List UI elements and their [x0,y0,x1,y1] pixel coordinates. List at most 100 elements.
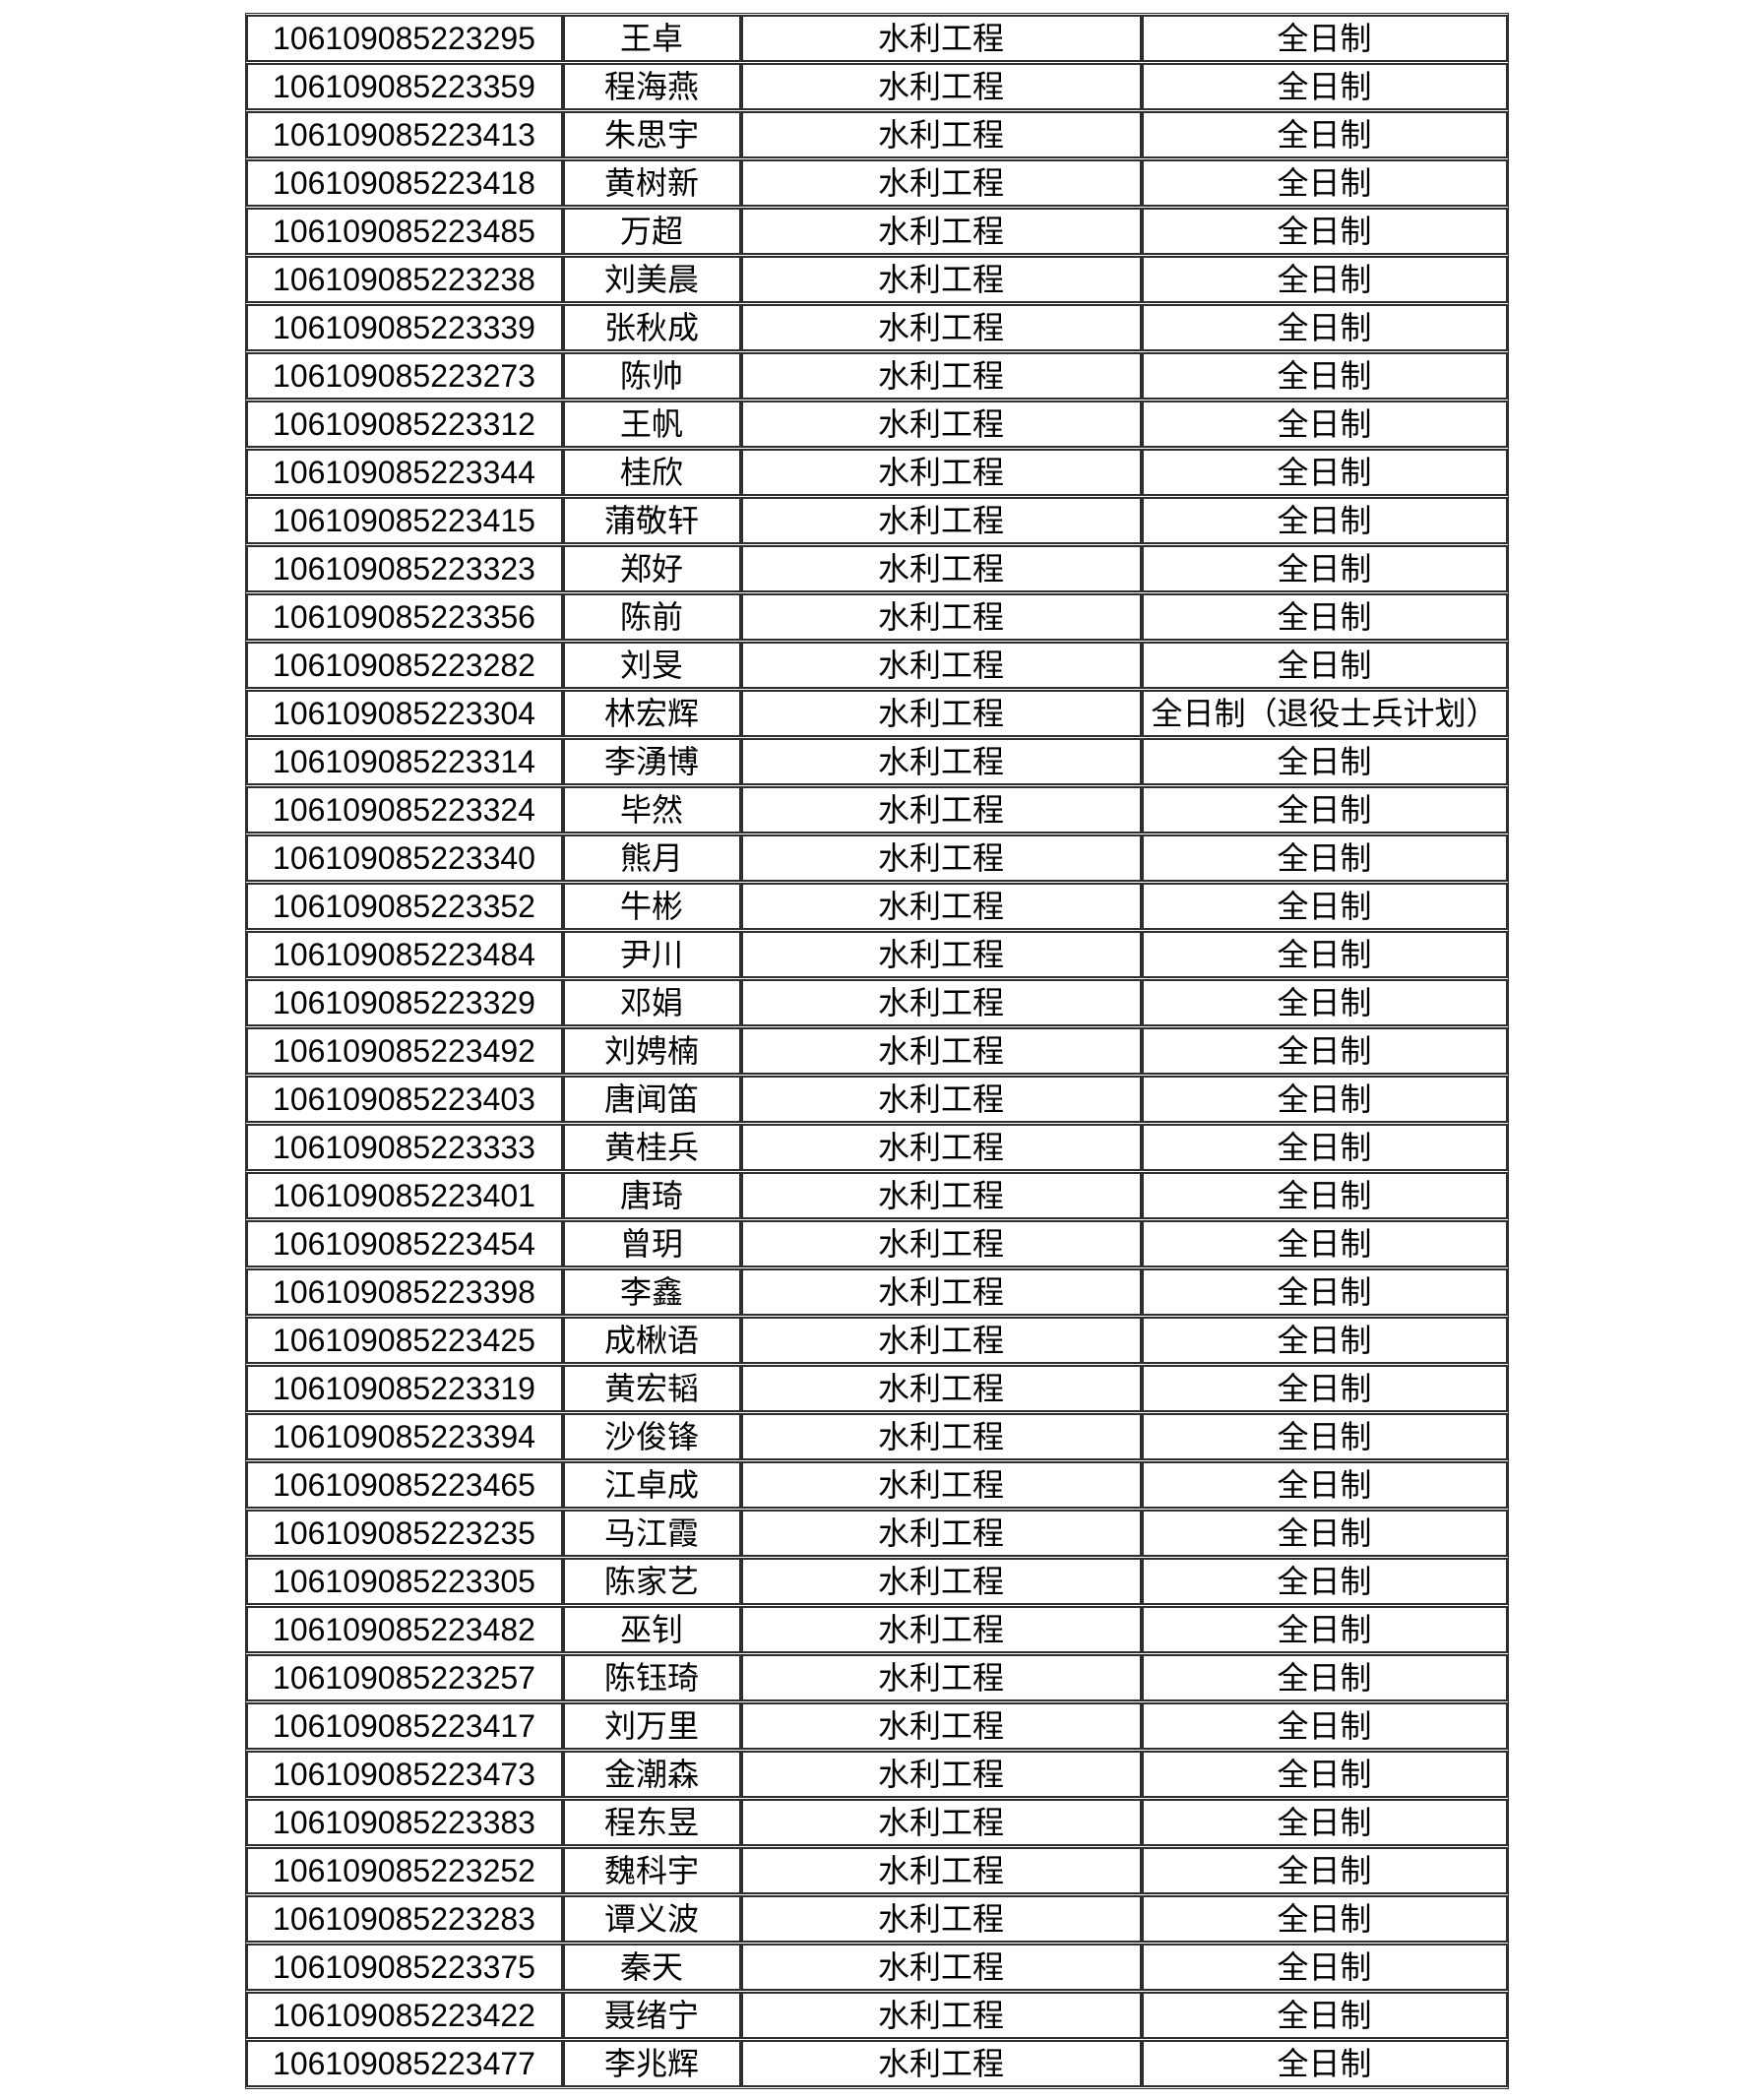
candidate-name-cell: 黄树新 [562,159,741,207]
table-row: 106109085223324 毕然 水利工程 全日制 [245,786,1508,834]
table-row: 106109085223485 万超 水利工程 全日制 [245,208,1508,255]
exam-id-cell: 106109085223304 [245,690,563,737]
table-row: 106109085223352 牛彬 水利工程 全日制 [245,883,1508,930]
major-cell: 水利工程 [740,1027,1142,1075]
major-cell: 水利工程 [740,1220,1142,1267]
candidate-name-cell: 陈前 [562,593,741,641]
table-row: 106109085223257 陈钰琦 水利工程 全日制 [245,1654,1508,1701]
candidate-name-cell: 万超 [562,208,741,255]
table-row: 106109085223415 蒲敬轩 水利工程 全日制 [245,497,1508,544]
study-mode-cell: 全日制 [1141,1124,1508,1171]
exam-id-cell: 106109085223415 [245,497,563,544]
exam-id-cell: 106109085223295 [245,15,563,62]
study-mode-cell: 全日制 [1141,1944,1508,1991]
major-cell: 水利工程 [740,497,1142,544]
exam-id-cell: 106109085223340 [245,834,563,882]
major-cell: 水利工程 [740,642,1142,689]
study-mode-cell: 全日制 [1141,497,1508,544]
study-mode-cell: 全日制 [1141,1895,1508,1943]
exam-id-cell: 106109085223257 [245,1654,563,1701]
major-cell: 水利工程 [740,1895,1142,1943]
study-mode-cell: 全日制 [1141,786,1508,834]
table-row: 106109085223422 聂绪宁 水利工程 全日制 [245,1992,1508,2039]
table-row: 106109085223356 陈前 水利工程 全日制 [245,593,1508,641]
table-row: 106109085223473 金潮森 水利工程 全日制 [245,1751,1508,1798]
candidate-name-cell: 黄桂兵 [562,1124,741,1171]
candidate-name-cell: 牛彬 [562,883,741,930]
study-mode-cell: 全日制 [1141,1702,1508,1750]
major-cell: 水利工程 [740,834,1142,882]
table-row: 106109085223417 刘万里 水利工程 全日制 [245,1702,1508,1750]
exam-id-cell: 106109085223401 [245,1172,563,1219]
study-mode-cell: 全日制 [1141,1317,1508,1364]
table-row: 106109085223418 黄树新 水利工程 全日制 [245,159,1508,207]
major-cell: 水利工程 [740,786,1142,834]
major-cell: 水利工程 [740,883,1142,930]
study-mode-cell: 全日制 [1141,159,1508,207]
exam-id-cell: 106109085223492 [245,1027,563,1075]
candidate-name-cell: 陈钰琦 [562,1654,741,1701]
candidate-name-cell: 刘万里 [562,1702,741,1750]
study-mode-cell: 全日制 [1141,1558,1508,1605]
candidate-name-cell: 陈帅 [562,352,741,400]
exam-id-cell: 106109085223413 [245,111,563,158]
exam-id-cell: 106109085223482 [245,1606,563,1653]
exam-id-cell: 106109085223352 [245,883,563,930]
exam-id-cell: 106109085223324 [245,786,563,834]
study-mode-cell: 全日制 [1141,2040,1508,2087]
table-row: 106109085223283 谭义波 水利工程 全日制 [245,1895,1508,1943]
table-row: 106109085223340 熊月 水利工程 全日制 [245,834,1508,882]
exam-id-cell: 106109085223319 [245,1365,563,1412]
study-mode-cell: 全日制 [1141,1751,1508,1798]
candidate-name-cell: 巫钊 [562,1606,741,1653]
study-mode-cell: 全日制 [1141,1799,1508,1846]
major-cell: 水利工程 [740,449,1142,496]
exam-id-cell: 106109085223282 [245,642,563,689]
exam-id-cell: 106109085223477 [245,2040,563,2087]
major-cell: 水利工程 [740,931,1142,978]
major-cell: 水利工程 [740,1654,1142,1701]
table-row: 106109085223484 尹川 水利工程 全日制 [245,931,1508,978]
study-mode-cell: 全日制 [1141,1654,1508,1701]
major-cell: 水利工程 [740,545,1142,592]
study-mode-cell: 全日制 [1141,1510,1508,1557]
major-cell: 水利工程 [740,1751,1142,1798]
study-mode-cell: 全日制 [1141,1461,1508,1509]
table-row: 106109085223344 桂欣 水利工程 全日制 [245,449,1508,496]
candidate-name-cell: 沙俊锋 [562,1413,741,1460]
major-cell: 水利工程 [740,1799,1142,1846]
candidate-name-cell: 刘娉楠 [562,1027,741,1075]
major-cell: 水利工程 [740,1992,1142,2039]
major-cell: 水利工程 [740,256,1142,303]
table-row: 106109085223252 魏科宇 水利工程 全日制 [245,1847,1508,1894]
major-cell: 水利工程 [740,1558,1142,1605]
exam-id-cell: 106109085223465 [245,1461,563,1509]
exam-id-cell: 106109085223323 [245,545,563,592]
major-cell: 水利工程 [740,1365,1142,1412]
exam-id-cell: 106109085223359 [245,63,563,110]
table-row: 106109085223454 曾玥 水利工程 全日制 [245,1220,1508,1267]
table-row: 106109085223323 郑好 水利工程 全日制 [245,545,1508,592]
major-cell: 水利工程 [740,1847,1142,1894]
exam-id-cell: 106109085223333 [245,1124,563,1171]
candidate-roster-body: 106109085223295 王卓 水利工程 全日制 106109085223… [245,15,1508,2087]
table-row: 106109085223295 王卓 水利工程 全日制 [245,15,1508,62]
exam-id-cell: 106109085223238 [245,256,563,303]
major-cell: 水利工程 [740,1268,1142,1316]
candidate-name-cell: 谭义波 [562,1895,741,1943]
major-cell: 水利工程 [740,401,1142,448]
major-cell: 水利工程 [740,1606,1142,1653]
table-row: 106109085223375 秦天 水利工程 全日制 [245,1944,1508,1991]
candidate-name-cell: 魏科宇 [562,1847,741,1894]
table-row: 106109085223319 黄宏韬 水利工程 全日制 [245,1365,1508,1412]
candidate-name-cell: 程海燕 [562,63,741,110]
exam-id-cell: 106109085223403 [245,1076,563,1123]
study-mode-cell: 全日制 [1141,1606,1508,1653]
major-cell: 水利工程 [740,159,1142,207]
major-cell: 水利工程 [740,2040,1142,2087]
candidate-roster-table: 106109085223295 王卓 水利工程 全日制 106109085223… [244,13,1509,2089]
major-cell: 水利工程 [740,352,1142,400]
candidate-name-cell: 林宏辉 [562,690,741,737]
study-mode-cell: 全日制 [1141,449,1508,496]
